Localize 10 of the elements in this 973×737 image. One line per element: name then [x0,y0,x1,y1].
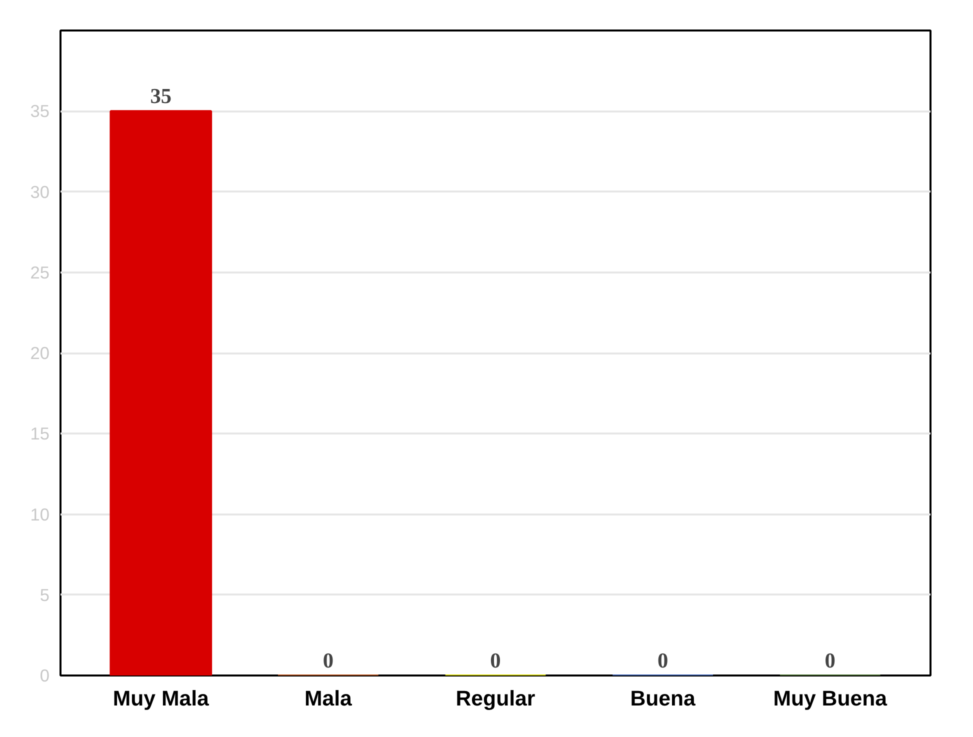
data-label: 0 [322,648,334,672]
x-tick-label: Regular [456,686,536,710]
data-label: 0 [657,648,668,672]
data-label: 0 [824,648,836,672]
data-label: 0 [490,648,501,672]
x-tick-label: Buena [630,686,696,710]
x-tick-label: Mala [304,686,352,710]
data-label: 35 [150,84,172,108]
x-tick-label: Muy Buena [773,686,888,710]
x-tick-label: Muy Mala [112,686,210,710]
